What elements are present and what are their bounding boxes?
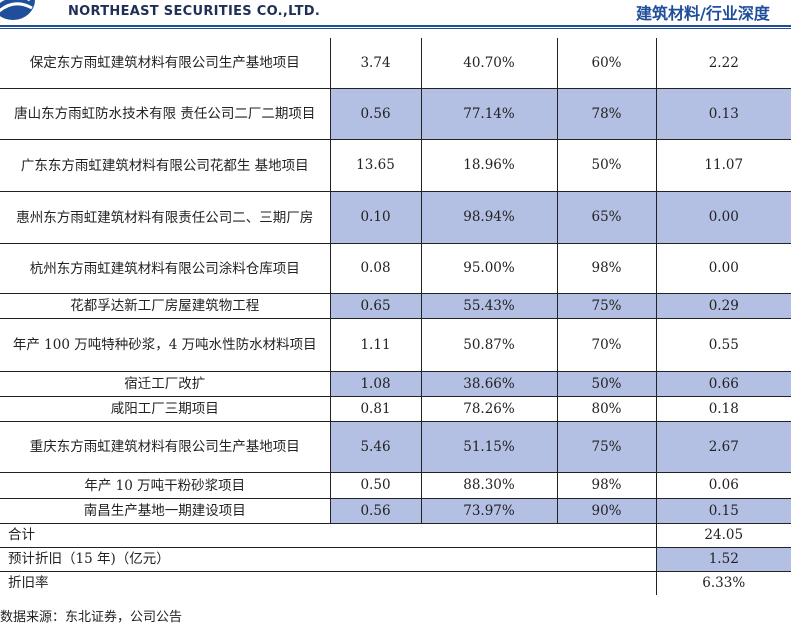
value-cell: 0.13 (655, 88, 791, 140)
ratio-cell: 18.96% (420, 139, 557, 192)
header-rule (0, 25, 791, 27)
summary-row: 预计折旧（15 年)（亿元） 1.52 (0, 547, 791, 572)
value-cell: 0.18 (655, 396, 791, 422)
project-name-cell: 惠州东方雨虹建筑材料有限责任公司二、三期厂房 (0, 191, 330, 244)
rate-cell: 75% (556, 293, 656, 319)
value-cell: 0.65 (329, 293, 421, 319)
project-name-cell: 花都孚达新工厂房屋建筑物工程 (0, 293, 330, 319)
summary-label: 合计 (0, 523, 656, 548)
table-row: 杭州东方雨虹建筑材料有限公司涂料仓库项目 0.08 95.00% 98% 0.00 (0, 243, 791, 294)
rate-cell: 50% (556, 139, 656, 192)
project-name-cell: 宿迁工厂改扩 (0, 371, 330, 397)
value-cell: 2.67 (655, 421, 791, 473)
rate-cell: 75% (556, 421, 656, 473)
project-name-cell: 咸阳工厂三期项目 (0, 396, 330, 422)
project-name-cell: 保定东方雨虹建筑材料有限公司生产基地项目 (29, 55, 300, 71)
table-row: 年产 100 万吨特种砂浆，4 万吨水性防水材料项目 1.11 50.87% 70% 0… (0, 318, 791, 372)
table-body: 保定东方雨虹建筑材料有限公司生产基地项目 3.74 40.70% 60% 2.22 唐山东… (0, 38, 791, 595)
ratio-cell: 73.97% (420, 498, 557, 524)
rate-cell: 80% (556, 396, 656, 422)
ratio-cell: 40.70% (420, 38, 557, 89)
table-row: 咸阳工厂三期项目 0.81 78.26% 80% 0.18 (0, 396, 791, 422)
value-cell: 0.56 (329, 498, 421, 524)
ratio-cell: 50.87% (420, 318, 557, 372)
ratio-cell: 55.43% (420, 293, 557, 319)
project-name-cell: 年产 100 万吨特种砂浆，4 万吨水性防水材料项目 (0, 318, 330, 372)
table-row: 唐山东方雨虹防水技术有限 责任公司二厂二期项目 0.56 77.14% 78% 0.13 (0, 88, 791, 140)
value-cell: 0.00 (655, 191, 791, 244)
value-cell: 0.66 (655, 371, 791, 397)
rate-cell: 50% (556, 371, 656, 397)
ratio-cell: 95.00% (420, 243, 557, 294)
value-cell: 0.00 (655, 243, 791, 294)
depreciation-table: 保定东方雨虹建筑材料有限公司生产基地项目 3.74 40.70% 60% 2.22 唐山东… (0, 38, 791, 595)
table-row: 宿迁工厂改扩 1.08 38.66% 50% 0.66 (0, 371, 791, 397)
summary-value: 1.52 (655, 547, 791, 572)
project-name-cell: 广东东方雨虹建筑材料有限公司花都生 基地项目 (0, 139, 330, 192)
rate-cell: 90% (556, 498, 656, 524)
ratio-cell: 98.94% (420, 191, 557, 244)
summary-label: 折旧率 (0, 571, 656, 595)
report-type: 建筑材料/行业深度 (636, 4, 770, 23)
table-row: 花都孚达新工厂房屋建筑物工程 0.65 55.43% 75% 0.29 (0, 293, 791, 319)
rate-cell: 60% (556, 38, 656, 89)
table-row: 重庆东方雨虹建筑材料有限公司生产基地项目 5.46 51.15% 75% 2.67 (0, 421, 791, 473)
value-cell: 0.50 (329, 472, 421, 499)
table-row: 惠州东方雨虹建筑材料有限责任公司二、三期厂房 0.10 98.94% 65% 0.00 (0, 191, 791, 244)
value-cell: 0.29 (655, 293, 791, 319)
ratio-cell: 78.26% (420, 396, 557, 422)
ratio-cell: 38.66% (420, 371, 557, 397)
value-cell: 0.56 (329, 88, 421, 140)
table-row: 南昌生产基地一期建设项目 0.56 73.97% 90% 0.15 (0, 498, 791, 524)
value-cell: 0.08 (329, 243, 421, 294)
project-name-cell: 杭州东方雨虹建筑材料有限公司涂料仓库项目 (0, 243, 330, 294)
project-name-cell: 重庆东方雨虹建筑材料有限公司生产基地项目 (0, 421, 330, 473)
table-row: 广东东方雨虹建筑材料有限公司花都生 基地项目 13.65 18.96% 50% 11.0… (0, 139, 791, 192)
rate-cell: 65% (556, 191, 656, 244)
value-cell: 13.65 (329, 139, 421, 192)
table-row: 保定东方雨虹建筑材料有限公司生产基地项目 3.74 40.70% 60% 2.22 (0, 38, 791, 89)
ratio-cell: 77.14% (420, 88, 557, 140)
summary-row: 合计 24.05 (0, 523, 791, 548)
header-rule-thin (0, 28, 791, 29)
value-cell: 0.10 (329, 191, 421, 244)
project-name-cell: 年产 10 万吨干粉砂浆项目 (0, 472, 330, 499)
value-cell: 3.74 (329, 38, 421, 89)
summary-label: 预计折旧（15 年)（亿元） (0, 547, 656, 572)
value-cell: 11.07 (655, 139, 791, 192)
value-cell: 0.81 (329, 396, 421, 422)
ratio-cell: 88.30% (420, 472, 557, 499)
summary-value: 6.33% (655, 571, 791, 595)
summary-row: 折旧率 6.33% (0, 571, 791, 595)
value-cell: 0.55 (655, 318, 791, 372)
rate-cell: 98% (556, 472, 656, 499)
source-note: 数据来源：东北证券，公司公告 (0, 610, 183, 625)
value-cell: 0.06 (655, 472, 791, 499)
ratio-cell: 51.15% (420, 421, 557, 473)
rate-cell: 98% (556, 243, 656, 294)
value-cell: 1.11 (329, 318, 421, 372)
value-cell: 2.22 (655, 38, 791, 89)
report-header: NORTHEAST SECURITIES CO.,LTD. 建筑材料/行业深度 (0, 0, 791, 29)
value-cell: 5.46 (329, 421, 421, 473)
rate-cell: 78% (556, 88, 656, 140)
project-name-cell: 南昌生产基地一期建设项目 (0, 498, 330, 524)
table-row: 年产 10 万吨干粉砂浆项目 0.50 88.30% 98% 0.06 (0, 472, 791, 499)
company-logo-icon (0, 0, 35, 20)
project-name-cell: 唐山东方雨虹防水技术有限 责任公司二厂二期项目 (0, 88, 330, 140)
summary-value: 24.05 (655, 523, 791, 548)
rate-cell: 70% (556, 318, 656, 372)
company-name: NORTHEAST SECURITIES CO.,LTD. (68, 4, 321, 19)
value-cell: 1.08 (329, 371, 421, 397)
value-cell: 0.15 (655, 498, 791, 524)
